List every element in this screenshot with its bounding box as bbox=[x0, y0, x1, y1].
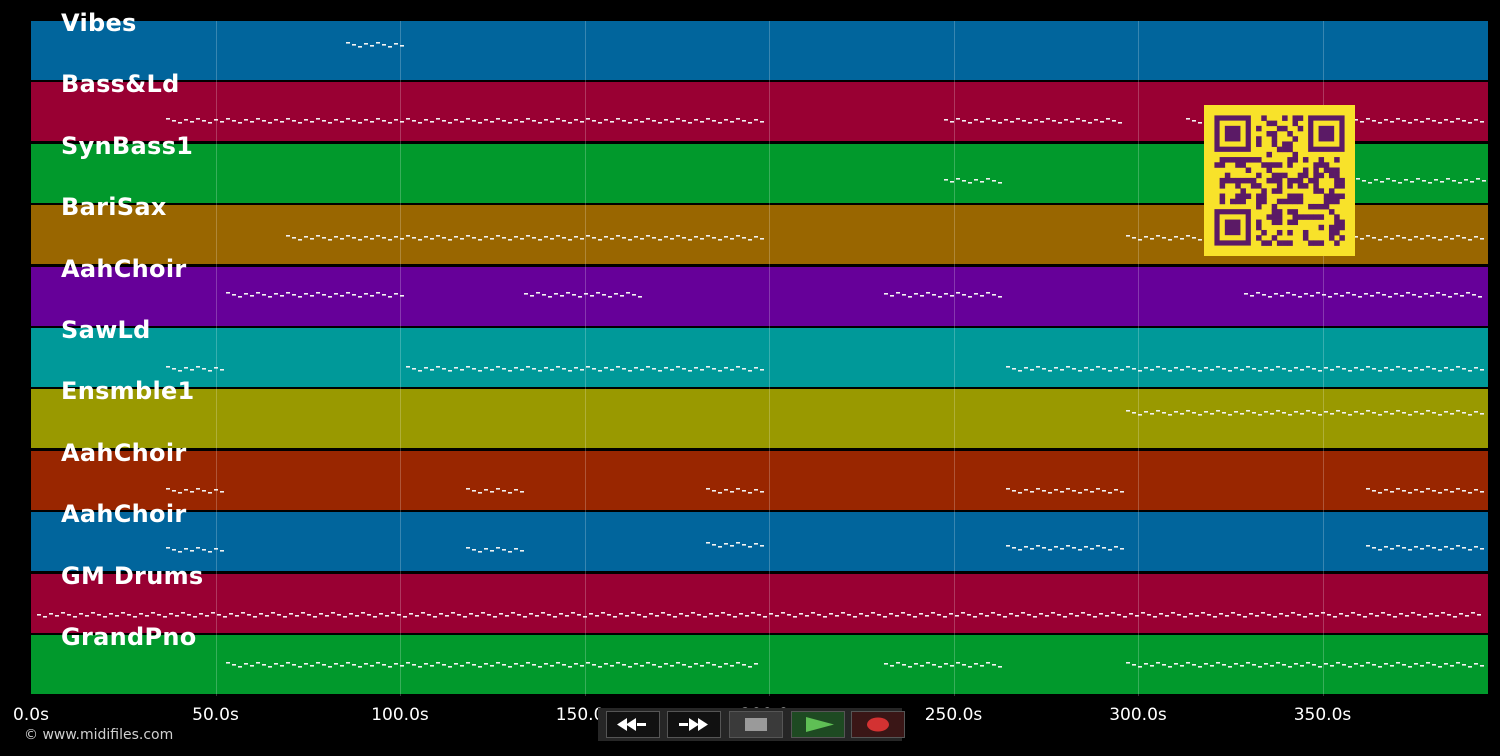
rewind-button[interactable] bbox=[606, 711, 660, 738]
note-events bbox=[226, 291, 1482, 298]
track-name: AahChoir bbox=[61, 254, 187, 283]
play-button[interactable] bbox=[791, 711, 845, 738]
track-name: SynBass1 bbox=[61, 131, 194, 160]
track-name: SawLd bbox=[61, 316, 151, 344]
track-name: GrandPno bbox=[61, 623, 197, 651]
track-lane: GrandPno bbox=[31, 623, 1488, 694]
time-tick-label: 250.0s bbox=[924, 705, 983, 725]
track-name: AahChoir bbox=[61, 438, 187, 467]
track-name: AahChoir bbox=[61, 500, 187, 529]
fast-forward-icon bbox=[679, 718, 708, 731]
track-name: Ensmble1 bbox=[61, 377, 195, 406]
track-lane: GM Drums bbox=[31, 562, 1488, 633]
stop-icon bbox=[745, 718, 767, 731]
track-lane: Ensmble1 bbox=[31, 377, 1488, 449]
note-events bbox=[226, 662, 1484, 668]
track-name: Vibes bbox=[61, 9, 137, 37]
note-events bbox=[346, 42, 404, 48]
rewind-icon bbox=[617, 718, 646, 731]
time-tick-label: 100.0s bbox=[371, 705, 429, 725]
track-lane: Vibes bbox=[31, 9, 1488, 80]
time-tick-label: 350.0s bbox=[1293, 705, 1352, 725]
time-tick-label: 0.0s bbox=[13, 705, 49, 725]
note-events bbox=[1126, 410, 1484, 416]
track-lane: AahChoir bbox=[31, 439, 1488, 510]
note-events bbox=[37, 611, 1481, 618]
note-events bbox=[166, 366, 1484, 372]
play-icon bbox=[806, 717, 834, 732]
track-name: Bass&Ld bbox=[61, 70, 180, 99]
time-tick-label: 50.0s bbox=[192, 705, 239, 725]
copyright-text: © www.midifiles.com bbox=[24, 727, 174, 743]
note-events bbox=[166, 542, 1484, 553]
record-icon bbox=[867, 717, 889, 732]
track-lane: SawLd bbox=[31, 316, 1488, 387]
qr-code-icon[interactable] bbox=[1204, 105, 1355, 256]
record-button[interactable] bbox=[851, 711, 905, 738]
time-tick-label: 300.0s bbox=[1109, 705, 1167, 725]
fast-forward-button[interactable] bbox=[667, 711, 721, 738]
note-events bbox=[166, 487, 1484, 494]
track-name: GM Drums bbox=[61, 561, 204, 590]
playback-controls bbox=[598, 708, 905, 741]
track-lane: AahChoir bbox=[31, 255, 1488, 326]
note-events bbox=[944, 177, 1486, 184]
stop-button[interactable] bbox=[729, 711, 783, 738]
track-lane: AahChoir bbox=[31, 500, 1488, 572]
track-name: BariSax bbox=[61, 193, 167, 222]
